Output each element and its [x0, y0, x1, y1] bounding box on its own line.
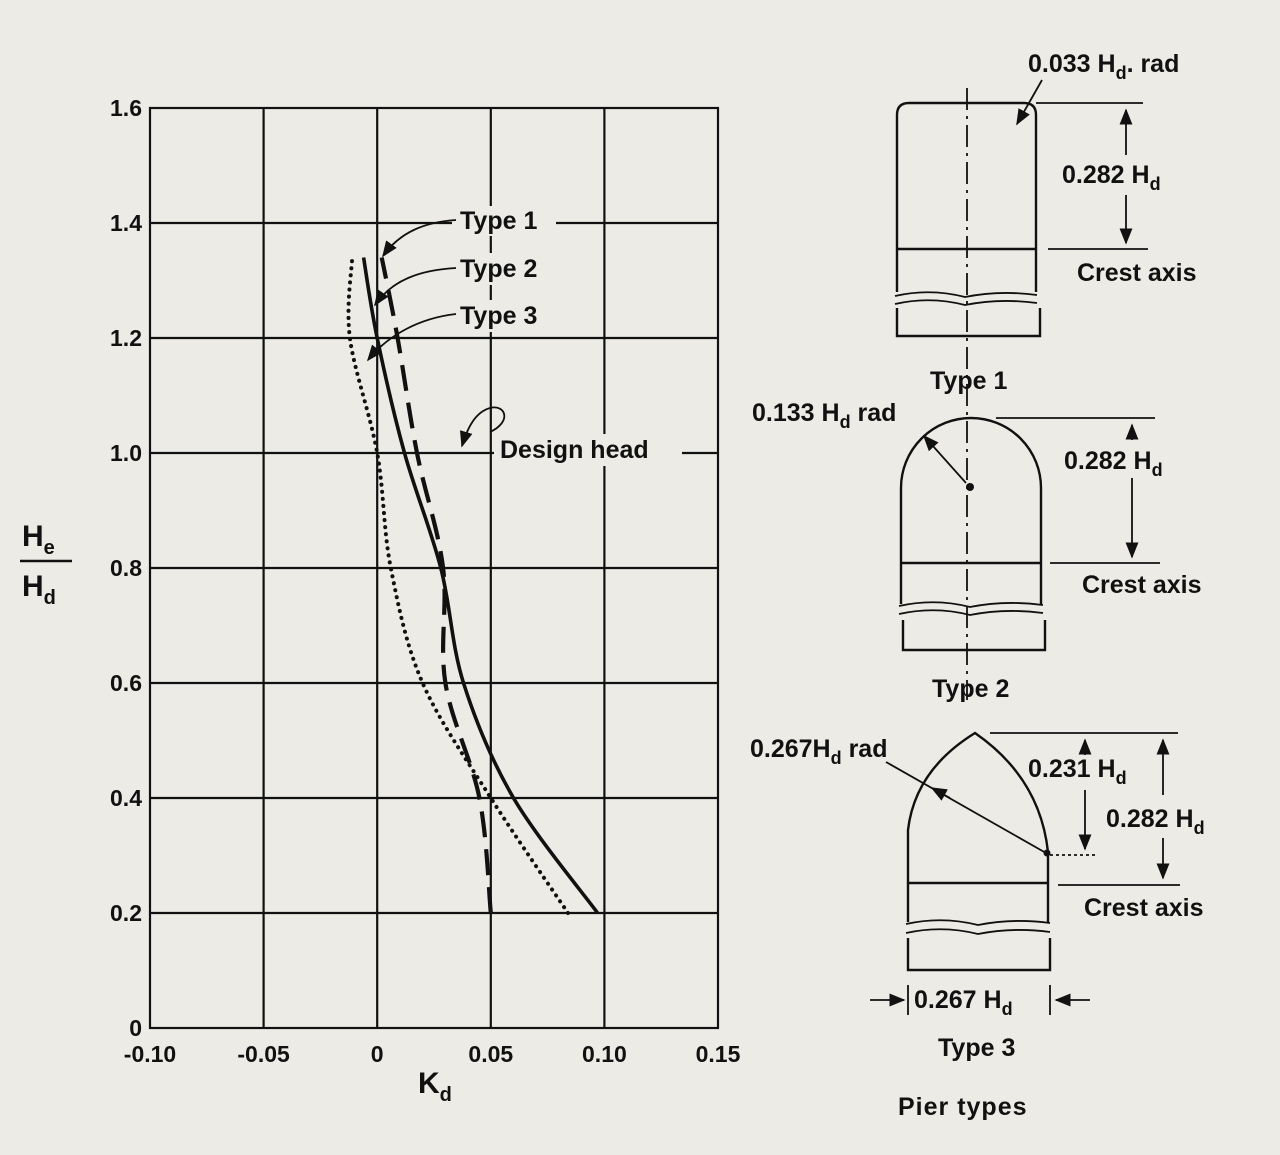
x-tick-label: 0.15 [696, 1041, 741, 1067]
x-tick-label: 0 [371, 1041, 384, 1067]
design-head-label-bg [494, 434, 682, 466]
pier-type3-break-upper [905, 919, 1051, 926]
pier-type3-break-lower [905, 928, 1051, 935]
pier-type2-radius-label: 0.133 Hd rad [752, 399, 896, 432]
type1-leader [382, 219, 457, 258]
pier-type3-radius-arrow [930, 787, 951, 801]
type2-annotation: Type 2 [460, 255, 537, 283]
pier-type3-crest-label: Crest axis [1084, 894, 1204, 922]
y-tick-label: 0.2 [110, 900, 142, 926]
y-tick-label: 1.0 [110, 440, 142, 466]
pier-types-diagram: 0.282 Hd 0.033 Hd. rad Crest axis Type 1… [750, 50, 1205, 1121]
chart-series [346, 255, 600, 915]
x-tick-label: -0.10 [124, 1041, 176, 1067]
pier-type2-crest-label: Crest axis [1082, 571, 1202, 599]
pier-type2: 0.282 Hd 0.133 Hd rad Crest axis Type 2 [752, 399, 1202, 703]
pier-types-title: Pier types [898, 1093, 1028, 1121]
pier-type1-height-label: 0.282 Hd [1062, 161, 1161, 194]
pier-type3-outline [906, 731, 1050, 922]
pier-type1-radius-leader [1016, 79, 1043, 126]
pier-type3-width-label: 0.267 Hd [914, 986, 1013, 1019]
y-tick-label: 1.6 [110, 95, 142, 121]
y-tick-label: 0.6 [110, 670, 142, 696]
series-type-2-line [361, 257, 600, 915]
pier-type3-radius-line [885, 761, 1047, 854]
pier-type1-caption: Type 1 [930, 367, 1007, 395]
pier-type3-inner-label: 0.231 Hd [1028, 755, 1127, 788]
y-tick-label: 0 [129, 1015, 142, 1041]
pier-type1-outline [895, 101, 1038, 292]
pier-type2-break-upper [898, 601, 1044, 608]
pier-type2-caption: Type 2 [932, 675, 1009, 703]
pier-type3-base [906, 938, 1052, 972]
pier-type1-break-lower [894, 299, 1038, 306]
kd-chart: -0.10 -0.05 0 0.05 0.10 0.15 0 0.2 0.4 0.6 0.8 1.0 1… [20, 95, 741, 1106]
design-head-annotation: Design head [500, 436, 649, 464]
pier-type1-crest-label: Crest axis [1077, 259, 1197, 287]
pier-type3-caption: Type 3 [938, 1034, 1015, 1062]
pier-type3-radius-label: 0.267Hd rad [750, 735, 887, 768]
series-type-3-line [346, 255, 570, 915]
type3-label-bg [452, 300, 560, 332]
pier-type2-radius-leader [922, 434, 967, 484]
pier-type3: 0.282 Hd 0.231 Hd 0.267Hd rad Crest axis… [750, 731, 1205, 1062]
design-head-leader [459, 406, 506, 448]
type2-leader [374, 267, 457, 307]
type2-label-bg [452, 253, 560, 285]
y-axis-title-numerator: He [22, 520, 55, 559]
chart-ticks: -0.10 -0.05 0 0.05 0.10 0.15 0 0.2 0.4 0.6 0.8 1.0 1… [110, 95, 741, 1067]
type1-label-bg [452, 206, 556, 236]
x-tick-label: 0.05 [468, 1041, 513, 1067]
y-tick-label: 1.2 [110, 325, 142, 351]
x-axis-title: Kd [418, 1067, 452, 1106]
y-tick-label: 0.4 [110, 785, 142, 811]
y-tick-label: 1.4 [110, 210, 142, 236]
series-type-1-line [379, 257, 493, 914]
pier-type1-radius-label: 0.033 Hd. rad [1028, 50, 1179, 83]
pier-type1-break-upper [894, 291, 1038, 298]
type1-annotation: Type 1 [460, 207, 537, 235]
pier-type3-height-label: 0.282 Hd [1106, 805, 1205, 838]
pier-type2-base [901, 620, 1047, 652]
y-axis-title-denominator: Hd [22, 570, 56, 609]
x-tick-label: -0.05 [237, 1041, 290, 1067]
type3-annotation: Type 3 [460, 302, 537, 330]
x-tick-label: 0.10 [582, 1041, 627, 1067]
y-tick-label: 0.8 [110, 555, 142, 581]
pier-type2-outline [899, 416, 1043, 604]
pier-type2-center-dot [966, 483, 974, 491]
type3-leader [366, 313, 457, 362]
pier-type1: 0.282 Hd 0.033 Hd. rad Crest axis Type 1 [894, 50, 1197, 395]
pier-type1-base [895, 308, 1042, 338]
pier-type3-tip-dot [1043, 849, 1051, 857]
chart-grid [148, 106, 720, 1030]
pier-type2-break-lower [898, 609, 1044, 616]
pier-type2-height-label: 0.282 Hd [1064, 447, 1163, 480]
